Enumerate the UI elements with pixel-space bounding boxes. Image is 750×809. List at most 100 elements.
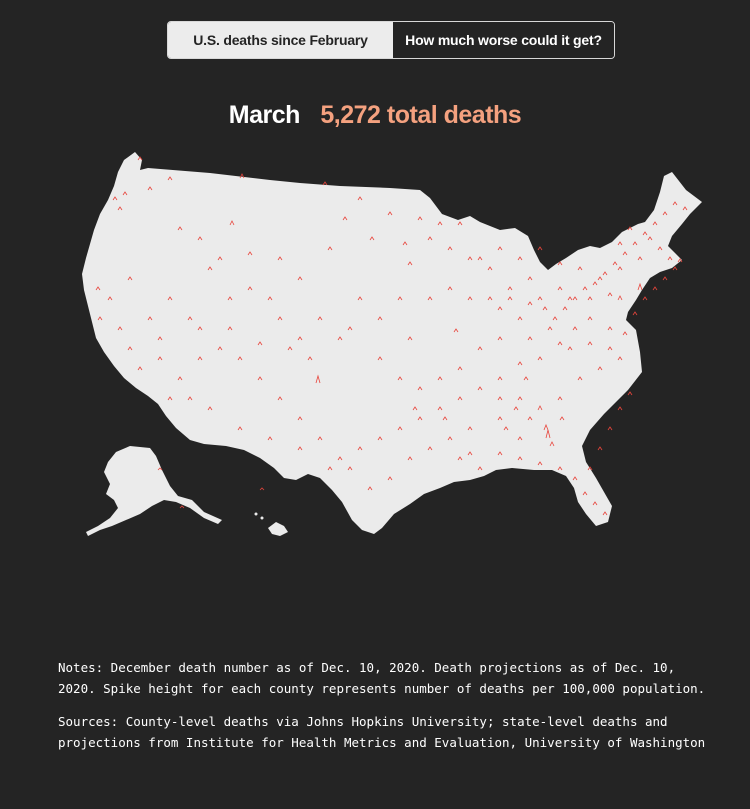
- county-spike: [179, 505, 185, 509]
- county-spike: [257, 341, 263, 346]
- notes-section: Notes: December death number as of Dec. …: [58, 657, 708, 765]
- county-spike: [572, 326, 578, 331]
- county-spike: [247, 286, 253, 291]
- county-spike: [467, 426, 473, 431]
- county-spike: [137, 156, 143, 161]
- hawaii-island-small: [254, 512, 258, 516]
- county-spike: [417, 216, 423, 221]
- county-spike: [627, 391, 633, 396]
- county-spike: [622, 251, 628, 256]
- county-spike: [517, 436, 523, 441]
- county-spike: [157, 336, 163, 341]
- county-spike: [487, 296, 493, 301]
- county-spike: [537, 246, 543, 251]
- county-spike: [157, 467, 163, 471]
- county-spike: [497, 451, 503, 456]
- alaska-shape: [86, 446, 222, 536]
- county-spike: [647, 236, 653, 241]
- county-spike: [557, 466, 563, 471]
- county-spike: [247, 251, 253, 256]
- month-label: March: [228, 101, 301, 129]
- county-spike: [427, 296, 433, 301]
- county-spike: [477, 346, 483, 351]
- county-spike: [682, 206, 688, 211]
- county-spike: [187, 316, 193, 321]
- county-spike: [197, 236, 203, 241]
- county-spike: [577, 266, 583, 271]
- county-spike: [197, 326, 203, 331]
- county-spike: [453, 328, 459, 333]
- county-spike: [582, 491, 588, 496]
- county-spike: [397, 376, 403, 381]
- county-death-spikes: [95, 156, 688, 516]
- toggle-deaths-since-february[interactable]: U.S. deaths since February: [168, 22, 393, 58]
- county-spike: [607, 292, 613, 297]
- county-spike: [317, 316, 323, 321]
- county-spike: [337, 336, 343, 341]
- county-spike: [557, 286, 563, 291]
- county-spike: [197, 356, 203, 361]
- county-spike: [537, 356, 543, 361]
- county-spike: [467, 451, 473, 456]
- county-spike: [672, 266, 678, 271]
- county-spike: [217, 256, 223, 261]
- county-spike: [513, 406, 519, 411]
- county-spike: [377, 356, 383, 361]
- county-spike: [497, 246, 503, 251]
- county-spike: [592, 281, 598, 286]
- county-spike: [537, 296, 543, 301]
- total-deaths: 5,272 total deaths: [320, 101, 522, 129]
- county-spike: [317, 436, 323, 441]
- county-spike: [127, 346, 133, 351]
- county-spike: [437, 376, 443, 381]
- county-spike: [559, 416, 565, 421]
- county-spike: [239, 173, 245, 179]
- county-spike: [397, 426, 403, 431]
- county-spike: [387, 211, 393, 216]
- county-spike: [237, 356, 243, 361]
- county-spike: [127, 276, 133, 281]
- county-spike: [259, 487, 265, 491]
- county-spike: [612, 261, 618, 266]
- county-spike: [207, 266, 213, 271]
- county-spike: [587, 341, 593, 346]
- county-spike: [607, 346, 613, 351]
- county-spike: [527, 301, 533, 306]
- county-spike: [227, 296, 233, 301]
- county-spike: [187, 396, 193, 401]
- county-spike: [542, 306, 548, 311]
- county-spike: [447, 286, 453, 291]
- county-spike: [167, 176, 173, 181]
- county-spike: [622, 331, 628, 336]
- county-spike: [637, 282, 643, 291]
- county-spike: [297, 446, 303, 451]
- county-spike: [497, 336, 503, 341]
- county-spike: [107, 296, 113, 301]
- county-spike: [217, 346, 223, 351]
- view-toggle: U.S. deaths since February How much wors…: [167, 21, 615, 59]
- county-spike: [387, 476, 393, 481]
- county-spike: [547, 326, 553, 331]
- county-spike: [137, 366, 143, 371]
- county-spike: [572, 476, 578, 481]
- county-spike: [277, 256, 283, 261]
- county-spike: [437, 221, 443, 226]
- toggle-how-much-worse[interactable]: How much worse could it get?: [393, 22, 614, 58]
- county-spike: [477, 466, 483, 471]
- county-spike: [287, 346, 293, 351]
- county-spike: [177, 376, 183, 381]
- county-spike: [587, 296, 593, 301]
- county-spike: [377, 436, 383, 441]
- county-spike: [657, 246, 663, 251]
- county-spike: [517, 316, 523, 321]
- county-spike: [537, 405, 543, 411]
- county-spike: [507, 286, 513, 291]
- county-spike: [117, 206, 123, 211]
- county-spike: [457, 456, 463, 461]
- county-spike: [147, 186, 153, 191]
- county-spike: [407, 456, 413, 461]
- county-spike: [447, 436, 453, 441]
- county-spike: [652, 221, 658, 226]
- county-spike: [543, 423, 549, 431]
- county-spike: [342, 216, 348, 221]
